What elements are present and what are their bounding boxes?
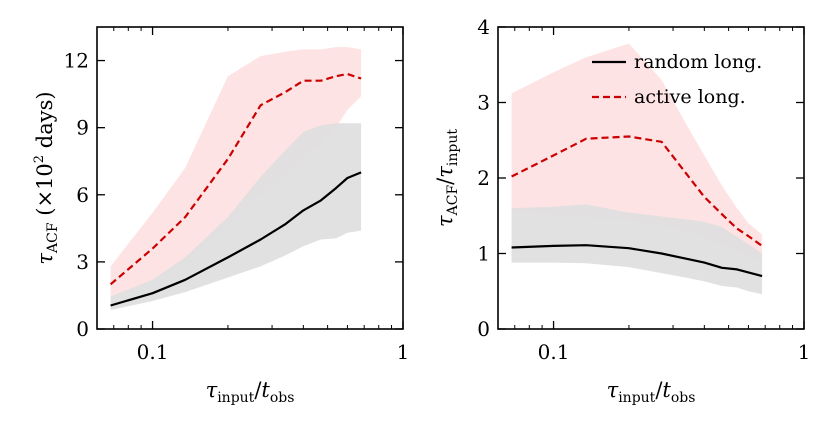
legend-label-active: active long. [634,86,746,108]
legend: random long. active long. [592,51,762,108]
y-tick-label: 3 [477,91,490,115]
legend-label-random: random long. [634,51,762,73]
x-tick-label: 1 [798,340,811,364]
y-tick-label: 12 [64,49,89,73]
left-panel: 0.1 1 0 3 6 9 12 τACF (×102 days) τinput/tobs [32,26,410,406]
plot-frame [96,26,404,330]
x-tick-label: 1 [397,340,410,364]
x-axis-label: τinput/tobs [607,378,696,406]
y-axis-label: τACF (×102 days) [32,91,61,264]
series-line-random-long [110,171,362,307]
x-tick-label: 0.1 [137,340,169,364]
y-tick-label: 4 [477,15,490,39]
y-tick-label: 9 [76,116,89,140]
band-random-long [110,123,362,310]
y-tick-label: 0 [477,317,490,341]
series-line-active-long [109,72,362,286]
x-tick-label: 0.1 [538,340,570,364]
y-tick-label: 6 [76,183,89,207]
plot-frame [497,26,805,330]
y-tick-label: 0 [76,317,89,341]
y-axis-label: τACF/τinput [433,129,461,227]
x-axis-label: τinput/tobs [206,378,295,406]
y-tick-label: 3 [76,250,89,274]
right-panel: 0.1 1 0 1 2 3 4 random long. active long. τACF… [433,15,810,406]
band-active-long [110,47,362,298]
series-line-random-long [511,244,763,278]
y-tick-label: 1 [477,242,490,266]
series-line-active-long [511,135,763,247]
y-tick-label: 2 [477,166,490,190]
